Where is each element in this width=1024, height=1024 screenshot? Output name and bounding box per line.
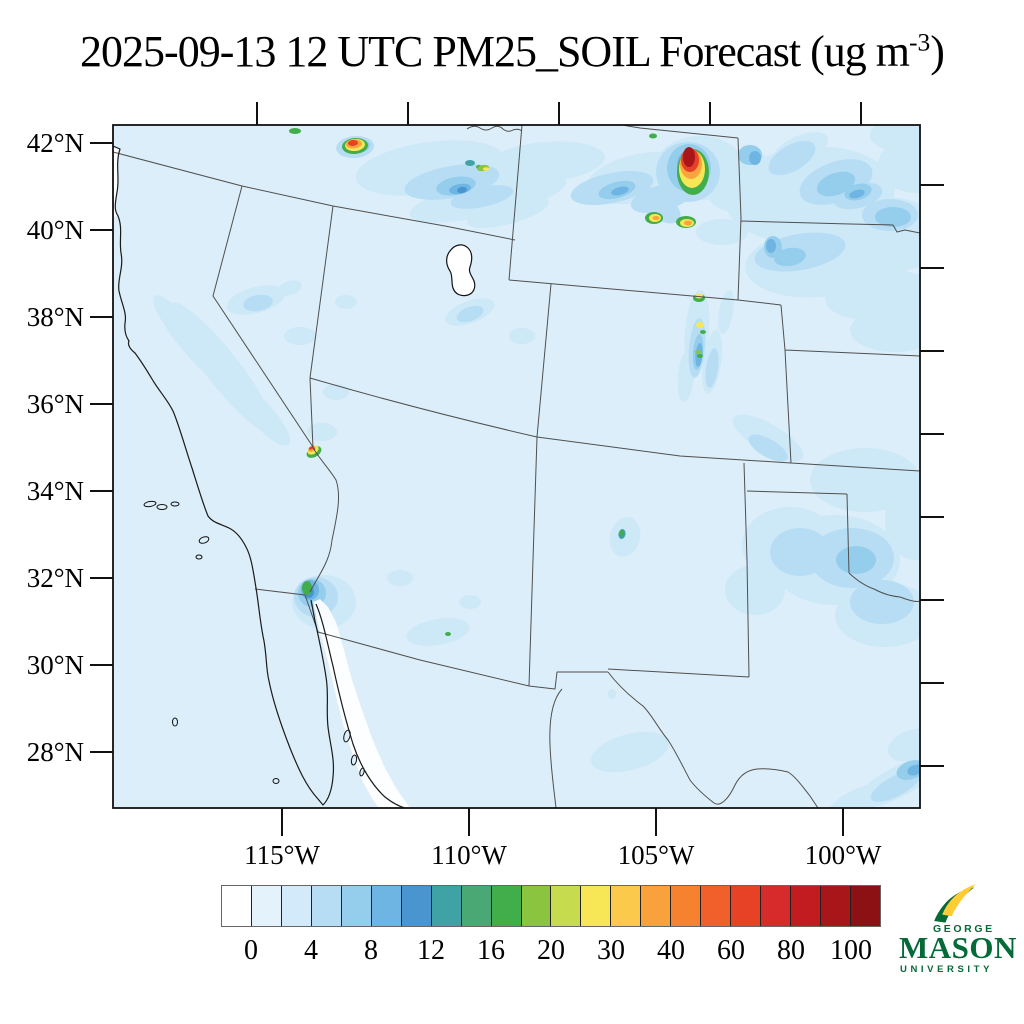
colorbar-tick-label: 0 bbox=[244, 935, 258, 966]
colorbar-segment bbox=[851, 886, 880, 926]
colorbar-tick-label: 40 bbox=[657, 935, 685, 966]
colorbar-segment bbox=[701, 886, 732, 926]
lat-label: 40°N bbox=[27, 215, 84, 245]
colorbar-segment bbox=[311, 886, 342, 926]
colorbar-segment bbox=[611, 886, 642, 926]
colorbar-segments bbox=[221, 885, 881, 927]
colorbar-segment bbox=[671, 886, 702, 926]
lon-label: 105°W bbox=[618, 840, 695, 870]
lat-label: 30°N bbox=[27, 650, 84, 680]
pm25-field-dark-red bbox=[683, 147, 695, 167]
lon-label: 100°W bbox=[805, 840, 882, 870]
gmu-logo-swoosh-icon bbox=[934, 884, 976, 923]
colorbar-segment bbox=[461, 886, 492, 926]
colorbar-segment bbox=[731, 886, 762, 926]
colorbar-segment bbox=[581, 886, 612, 926]
gmu-logo-mason: MASON bbox=[899, 930, 1017, 965]
title-text: 2025-09-13 12 UTC PM25_SOIL Forecast (ug… bbox=[80, 27, 910, 76]
page-title: 2025-09-13 12 UTC PM25_SOIL Forecast (ug… bbox=[0, 26, 1024, 77]
title-exponent: -3 bbox=[909, 27, 931, 57]
lat-label: 36°N bbox=[27, 389, 84, 419]
forecast-map: 42°N 40°N 38°N 36°N 34°N 32°N 30°N 28°N … bbox=[27, 102, 944, 870]
lat-label: 42°N bbox=[27, 128, 84, 158]
title-suffix: ) bbox=[930, 27, 945, 76]
gmu-logo-university: UNIVERSITY bbox=[900, 964, 994, 975]
colorbar-tick-label: 100 bbox=[830, 935, 872, 966]
great-salt-lake bbox=[446, 244, 476, 297]
lon-label: 115°W bbox=[244, 840, 320, 870]
colorbar-segment bbox=[222, 886, 252, 926]
top-axis-ticks bbox=[256, 102, 862, 125]
colorbar-segment bbox=[821, 886, 852, 926]
colorbar-segment bbox=[551, 886, 582, 926]
colorbar-segment bbox=[251, 886, 282, 926]
colorbar-segment bbox=[641, 886, 672, 926]
right-axis-ticks bbox=[920, 184, 944, 767]
lat-label: 32°N bbox=[27, 563, 84, 593]
colorbar-segment bbox=[341, 886, 372, 926]
colorbar-segment bbox=[791, 886, 822, 926]
colorbar: 0 4 8 12 16 20 30 40 60 80 100 bbox=[221, 885, 881, 975]
colorbar-segment bbox=[371, 886, 402, 926]
colorbar-segment bbox=[401, 886, 432, 926]
colorbar-tick-label: 20 bbox=[537, 935, 565, 966]
lat-label: 28°N bbox=[27, 737, 84, 767]
pacific-sliver bbox=[113, 147, 120, 217]
coastline bbox=[113, 145, 407, 808]
lat-label: 38°N bbox=[27, 302, 84, 332]
colorbar-segment bbox=[761, 886, 792, 926]
colorbar-tick-label: 60 bbox=[717, 935, 745, 966]
colorbar-tick-label: 8 bbox=[364, 935, 378, 966]
bottom-axis-ticks bbox=[281, 808, 844, 836]
colorbar-tick-label: 80 bbox=[777, 935, 805, 966]
gulf-of-california bbox=[313, 599, 410, 808]
gmu-logo: GEORGE MASON UNIVERSITY bbox=[893, 884, 1021, 978]
lat-axis-labels: 42°N 40°N 38°N 36°N 34°N 32°N 30°N 28°N bbox=[27, 128, 84, 767]
map-frame bbox=[112, 124, 921, 809]
colorbar-tick-label: 4 bbox=[304, 935, 318, 966]
gmu-logo-george: GEORGE bbox=[933, 923, 995, 935]
left-axis-ticks bbox=[90, 142, 113, 753]
lat-label: 34°N bbox=[27, 476, 84, 506]
colorbar-tick-label: 16 bbox=[477, 935, 505, 966]
colorbar-tick-label: 30 bbox=[597, 935, 625, 966]
colorbar-segment bbox=[491, 886, 522, 926]
lon-axis-labels: 115°W 110°W 105°W 100°W bbox=[244, 840, 882, 870]
colorbar-segment bbox=[521, 886, 552, 926]
colorbar-tick-label: 12 bbox=[417, 935, 445, 966]
colorbar-segment bbox=[281, 886, 312, 926]
colorbar-segment bbox=[431, 886, 462, 926]
state-borders bbox=[113, 125, 920, 808]
lon-label: 110°W bbox=[431, 840, 507, 870]
